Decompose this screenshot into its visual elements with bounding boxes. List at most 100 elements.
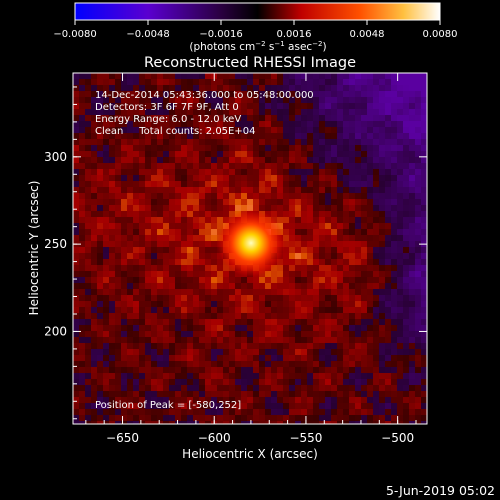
heatmap-cell (343, 211, 349, 217)
heatmap-cell (109, 199, 115, 205)
heatmap-cell (259, 85, 265, 91)
heatmap-cell (163, 103, 169, 109)
heatmap-cell (271, 103, 277, 109)
heatmap-cell (109, 163, 115, 169)
heatmap-cell (283, 241, 289, 247)
heatmap-cell (361, 391, 367, 397)
heatmap-cell (415, 289, 421, 295)
heatmap-cell (271, 379, 277, 385)
heatmap-cell (337, 229, 343, 235)
heatmap-cell (157, 409, 163, 415)
heatmap-cell (343, 265, 349, 271)
heatmap-cell (103, 175, 109, 181)
heatmap-cell (133, 265, 139, 271)
heatmap-cell (103, 115, 109, 121)
heatmap-cell (403, 361, 409, 367)
heatmap-cell (343, 139, 349, 145)
heatmap-cell (85, 301, 91, 307)
heatmap-cell (313, 385, 319, 391)
heatmap-cell (217, 295, 223, 301)
heatmap-cell (313, 271, 319, 277)
heatmap-cell (151, 307, 157, 313)
heatmap-cell (79, 211, 85, 217)
heatmap-cell (151, 337, 157, 343)
heatmap-cell (397, 145, 403, 151)
heatmap-cell (97, 175, 103, 181)
heatmap-cell (127, 157, 133, 163)
heatmap-cell (409, 127, 415, 133)
heatmap-cell (163, 343, 169, 349)
heatmap-cell (235, 91, 241, 97)
heatmap-cell (403, 343, 409, 349)
heatmap-cell (259, 283, 265, 289)
heatmap-cell (199, 319, 205, 325)
heatmap-cell (103, 337, 109, 343)
heatmap-cell (391, 127, 397, 133)
heatmap-cell (169, 175, 175, 181)
heatmap-cell (151, 175, 157, 181)
heatmap-cell (187, 193, 193, 199)
heatmap-cell (163, 361, 169, 367)
heatmap-cell (313, 277, 319, 283)
heatmap-cell (277, 355, 283, 361)
heatmap-cell (247, 133, 253, 139)
heatmap-cell (415, 163, 421, 169)
heatmap-cell (313, 193, 319, 199)
heatmap-cell (115, 229, 121, 235)
heatmap-cell (289, 301, 295, 307)
heatmap-cell (163, 175, 169, 181)
heatmap-cell (211, 397, 217, 403)
heatmap-cell (403, 337, 409, 343)
heatmap-cell (361, 295, 367, 301)
heatmap-cell (373, 283, 379, 289)
heatmap-cell (379, 139, 385, 145)
heatmap-cell (217, 373, 223, 379)
heatmap-cell (313, 241, 319, 247)
heatmap-cell (175, 307, 181, 313)
heatmap-cell (187, 343, 193, 349)
heatmap-cell (313, 151, 319, 157)
heatmap-cell (271, 361, 277, 367)
heatmap-cell (211, 97, 217, 103)
heatmap-cell (121, 295, 127, 301)
heatmap-cell (355, 319, 361, 325)
peak-position-label: Position of Peak = [-580,252] (95, 400, 241, 411)
heatmap-cell (349, 403, 355, 409)
heatmap-cell (265, 343, 271, 349)
heatmap-cell (175, 379, 181, 385)
heatmap-cell (109, 217, 115, 223)
heatmap-cell (409, 403, 415, 409)
heatmap-cell (73, 277, 79, 283)
heatmap-cell (115, 91, 121, 97)
heatmap-cell (151, 151, 157, 157)
heatmap-cell (295, 229, 301, 235)
heatmap-cell (211, 85, 217, 91)
heatmap-cell (373, 217, 379, 223)
heatmap-cell (199, 415, 205, 421)
heatmap-cell (73, 319, 79, 325)
heatmap-cell (343, 361, 349, 367)
heatmap-cell (127, 313, 133, 319)
heatmap-cell (169, 349, 175, 355)
heatmap-cell (205, 211, 211, 217)
heatmap-cell (331, 157, 337, 163)
heatmap-cell (301, 265, 307, 271)
heatmap-cell (211, 199, 217, 205)
heatmap-cell (121, 313, 127, 319)
heatmap-cell (379, 187, 385, 193)
heatmap-cell (187, 253, 193, 259)
heatmap-cell (175, 247, 181, 253)
heatmap-cell (181, 283, 187, 289)
heatmap-cell (397, 163, 403, 169)
heatmap-cell (193, 97, 199, 103)
heatmap-cell (259, 289, 265, 295)
heatmap-cell (409, 163, 415, 169)
heatmap-cell (385, 379, 391, 385)
heatmap-cell (379, 361, 385, 367)
heatmap-cell (121, 121, 127, 127)
heatmap-cell (103, 289, 109, 295)
heatmap-cell (379, 175, 385, 181)
heatmap-cell (205, 409, 211, 415)
heatmap-cell (91, 181, 97, 187)
heatmap-cell (193, 385, 199, 391)
